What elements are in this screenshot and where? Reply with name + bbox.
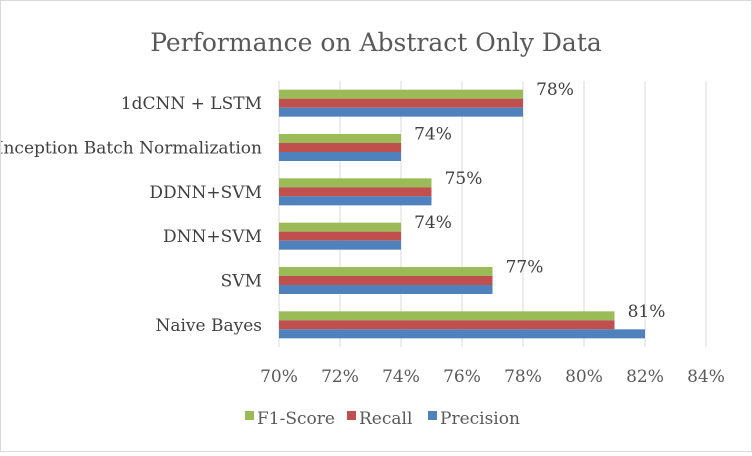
x-tick-label: 80%: [565, 367, 603, 387]
data-label: 81%: [628, 302, 666, 322]
bar-recall: [279, 98, 523, 108]
x-axis-tick-labels: 70% 72% 74% 76% 78% 80% 82% 84%: [260, 367, 725, 387]
category-label: 1dCNN + LSTM: [121, 94, 262, 114]
legend-swatch: [428, 411, 437, 420]
gridlines: [278, 81, 707, 347]
category-label: DNN+SVM: [163, 227, 262, 247]
bar-precision: [279, 107, 523, 117]
bar-recall: [279, 276, 493, 285]
legend-label: Recall: [359, 409, 412, 429]
category-labels: 1dCNN + LSTM Inception Batch Normalizatio…: [0, 94, 262, 336]
legend: F1-Score Recall Precision: [245, 409, 520, 429]
bar-precision: [279, 329, 645, 339]
legend-swatch: [347, 411, 356, 420]
bar-precision: [279, 196, 432, 206]
category-label: Inception Batch Normalization: [1, 139, 262, 159]
bar-f1-score: [279, 89, 523, 99]
bar-f1-score: [279, 178, 432, 188]
bar-recall: [279, 143, 401, 152]
data-labels: 78% 74% 75% 74% 77% 81%: [414, 80, 665, 322]
x-tick-label: 76%: [443, 367, 481, 387]
bar-precision: [279, 152, 401, 161]
data-label: 74%: [414, 213, 452, 233]
legend-label: Precision: [440, 409, 520, 429]
data-label: 75%: [445, 169, 483, 189]
bar-recall: [279, 187, 432, 197]
legend-label: F1-Score: [257, 409, 335, 429]
category-label: Naive Bayes: [155, 316, 262, 336]
bar-f1-score: [279, 222, 401, 232]
bar-recall: [279, 231, 401, 241]
legend-swatch: [245, 411, 254, 420]
data-label: 74%: [414, 125, 452, 145]
category-label: SVM: [221, 272, 262, 292]
x-tick-label: 78%: [504, 367, 542, 387]
category-label: DDNN+SVM: [149, 183, 262, 203]
bar-recall: [279, 320, 615, 330]
x-tick-label: 82%: [626, 367, 664, 387]
bar-f1-score: [279, 134, 401, 143]
data-label: 78%: [536, 80, 574, 100]
bar-f1-score: [279, 311, 615, 321]
bars: [279, 89, 645, 339]
x-tick-label: 70%: [260, 367, 298, 387]
x-tick-label: 74%: [382, 367, 420, 387]
chart-title: Performance on Abstract Only Data: [150, 28, 602, 57]
bar-f1-score: [279, 267, 493, 276]
bar-precision: [279, 285, 493, 294]
x-tick-label: 72%: [321, 367, 359, 387]
x-tick-label: 84%: [687, 367, 725, 387]
data-label: 77%: [506, 258, 544, 278]
bar-precision: [279, 240, 401, 250]
